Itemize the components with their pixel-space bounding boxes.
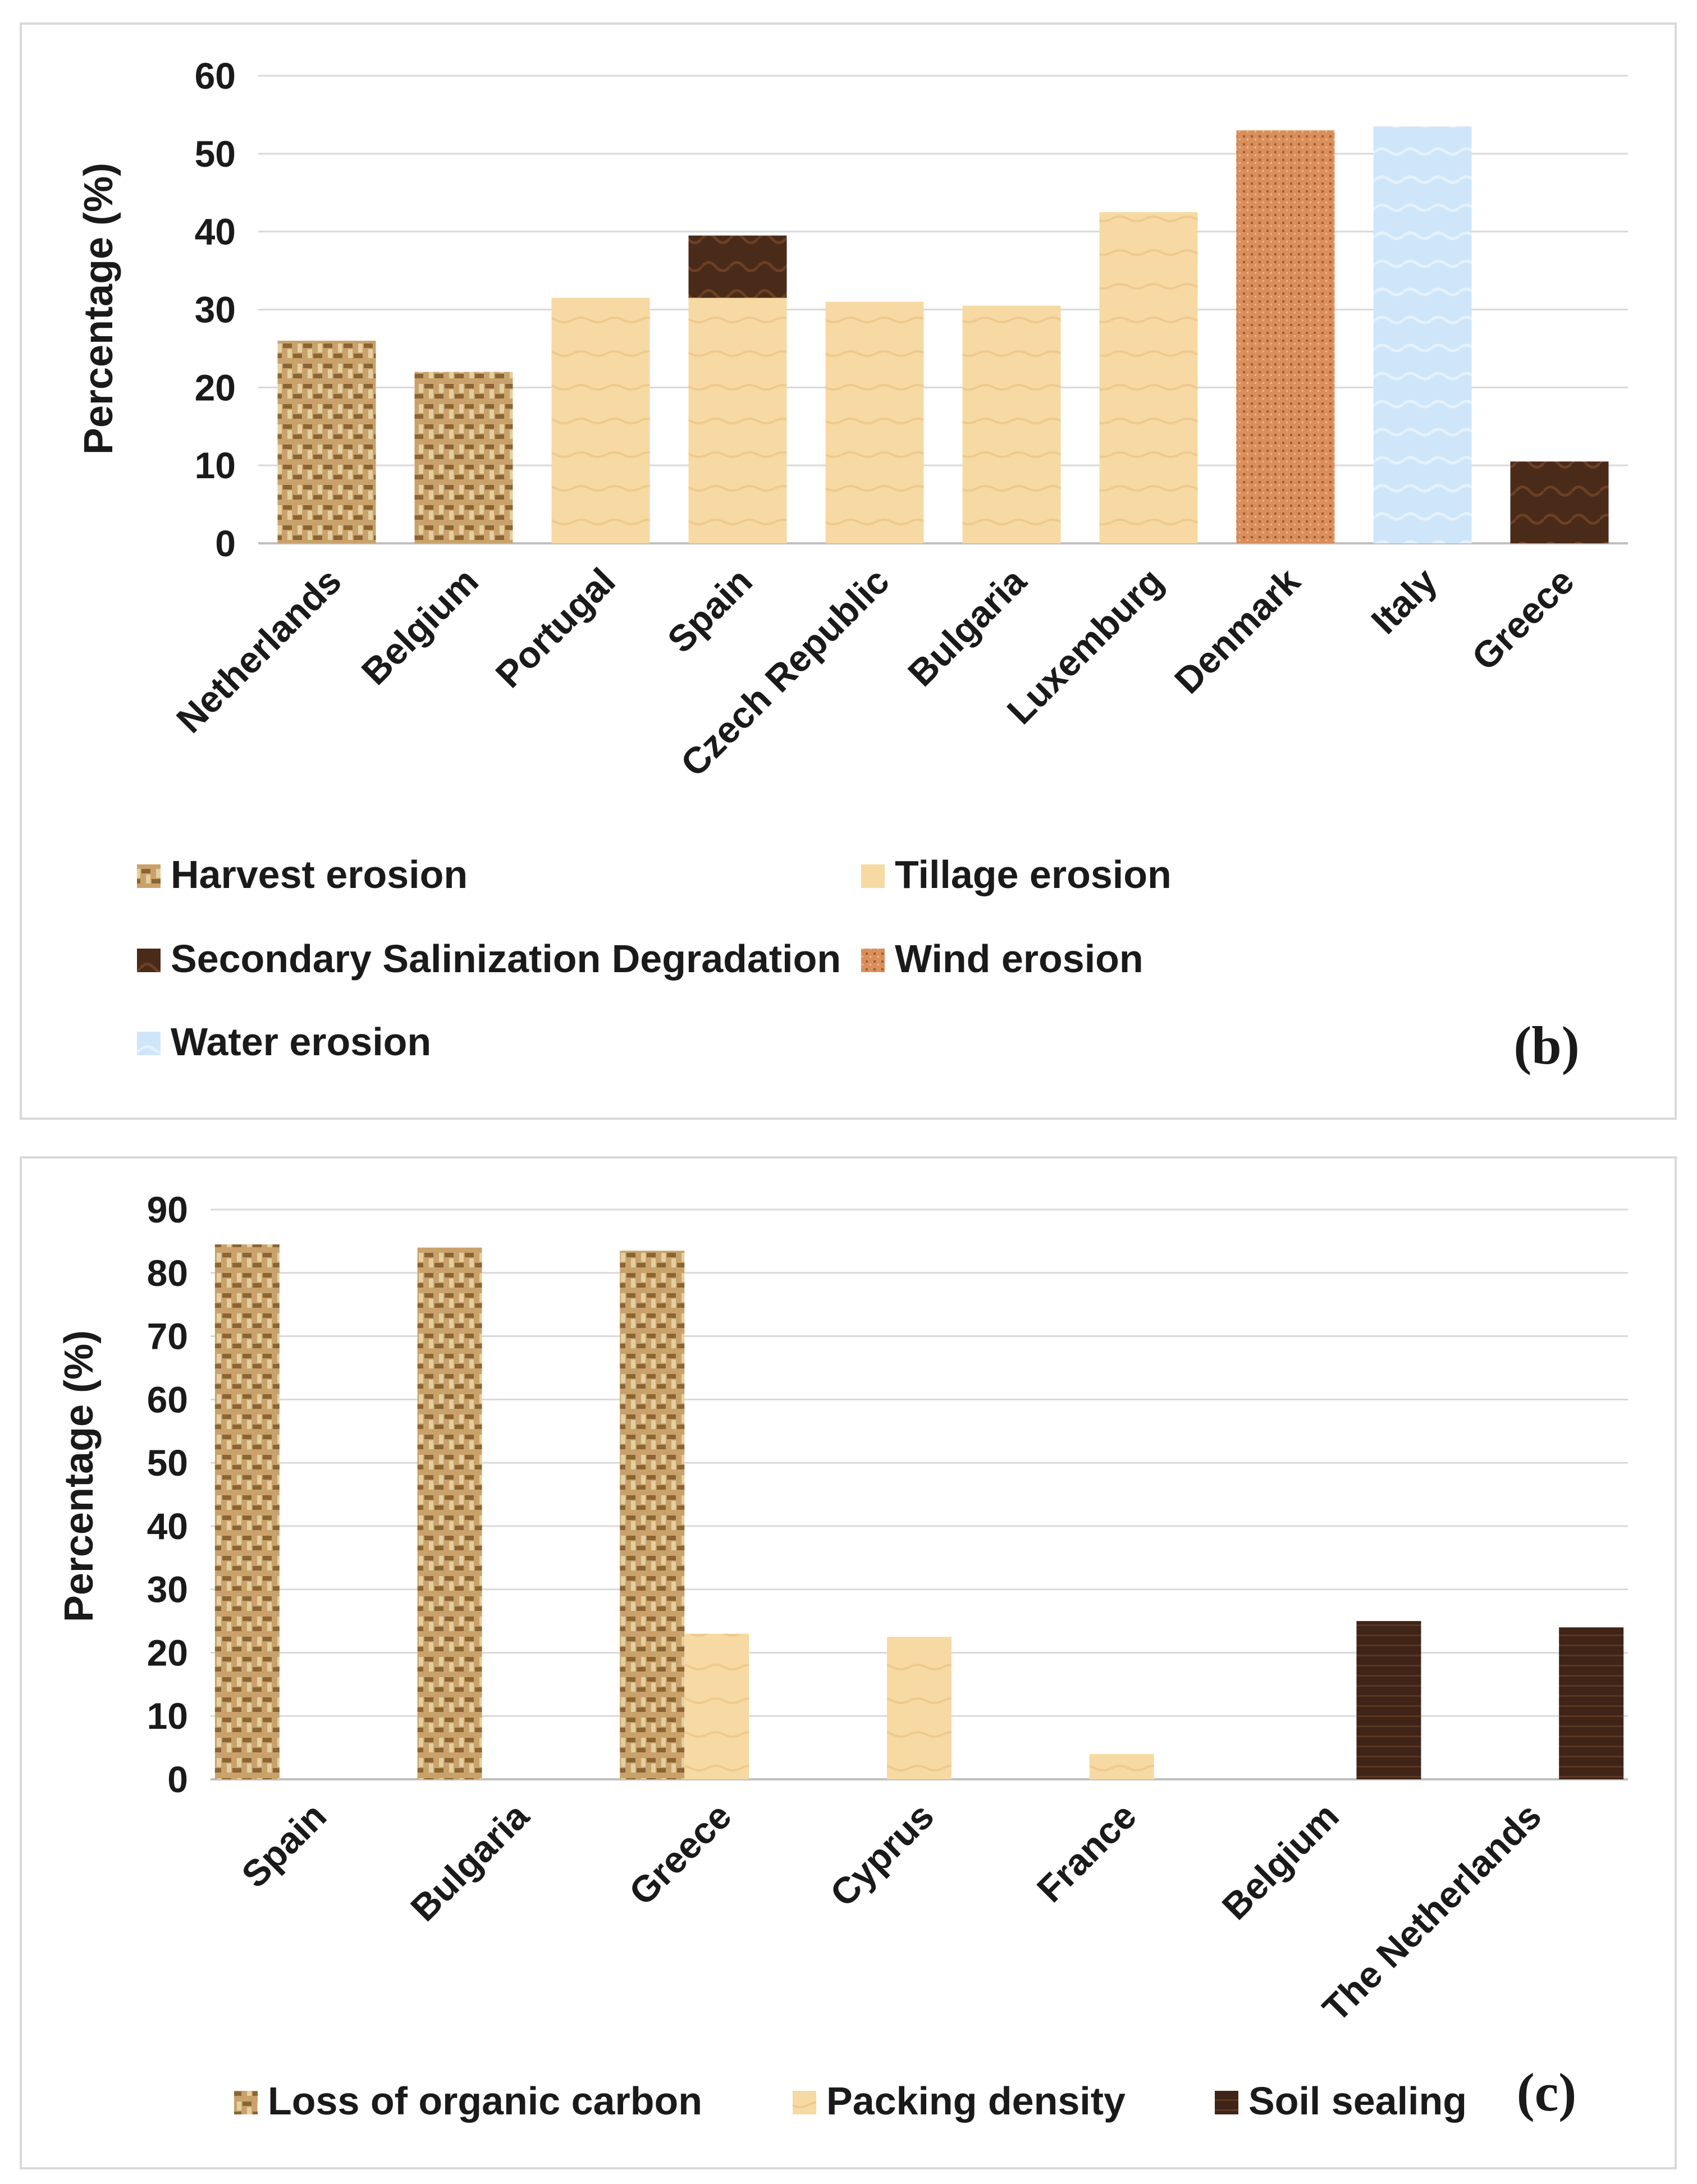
- legend-swatch-water: [137, 1032, 161, 1055]
- y-tick-label: 0: [167, 1759, 188, 1800]
- x-category-label: Spain: [234, 1795, 334, 1895]
- bar-salinization: [688, 235, 787, 298]
- bar-harvest: [277, 341, 376, 543]
- x-category-label: Spain: [660, 560, 760, 661]
- x-category-label: Greece: [621, 1795, 739, 1913]
- panel-label: (c): [1517, 2062, 1577, 2122]
- bar-sealing: [1356, 1621, 1421, 1779]
- x-category-label: Belgium: [1214, 1795, 1346, 1927]
- y-tick-label: 20: [195, 367, 236, 408]
- x-category-label: Italy: [1363, 560, 1445, 642]
- x-category-label: Portugal: [487, 560, 623, 696]
- y-tick-label: 10: [147, 1695, 188, 1737]
- legend-label: Soil sealing: [1248, 2079, 1467, 2123]
- x-category-label: Bulgaria: [900, 560, 1035, 694]
- legend-label: Secondary Salinization Degradation: [171, 937, 841, 981]
- legend-swatch-organic: [234, 2091, 258, 2114]
- y-tick-label: 40: [147, 1505, 188, 1547]
- chart-b: 0 10 20 30 40 50 60 Percentage (%) Netherlands Be…: [76, 55, 1628, 1075]
- legend-label: Loss of organic carbon: [268, 2079, 702, 2123]
- bar-tillage: [1099, 212, 1198, 543]
- y-axis-title: Percentage (%): [76, 163, 121, 455]
- legend-label: Wind erosion: [895, 937, 1143, 981]
- bar-harvest: [414, 372, 513, 543]
- x-category-label: Greece: [1463, 560, 1582, 679]
- bar-wind: [1236, 130, 1335, 543]
- bar-organic: [214, 1244, 280, 1779]
- bar-tillage: [825, 301, 924, 543]
- x-category-label: Denmark: [1167, 560, 1308, 701]
- y-tick-label: 50: [147, 1442, 188, 1484]
- bar-organic: [620, 1251, 685, 1779]
- bar-sealing: [1559, 1627, 1624, 1779]
- x-category-label: Cyprus: [822, 1795, 941, 1915]
- y-tick-label: 60: [147, 1379, 188, 1420]
- y-tick-label: 50: [195, 133, 236, 175]
- bar-tillage: [688, 297, 787, 543]
- chart-c: 0 10 20 30 40 50 60 70 80 90 Percentage (%) Spain Bu…: [57, 1189, 1628, 2123]
- x-category-label: The Netherlands: [1315, 1795, 1549, 2030]
- bar-packing: [1089, 1753, 1154, 1779]
- legend-swatch-sealing: [1215, 2091, 1238, 2114]
- y-tick-label: 30: [195, 289, 236, 331]
- y-axis-title: Percentage (%): [57, 1330, 102, 1622]
- legend-label: Harvest erosion: [171, 853, 468, 896]
- legend-swatch-packing: [793, 2091, 816, 2114]
- x-category-label: Belgium: [353, 560, 486, 693]
- x-category-label: France: [1029, 1795, 1144, 1910]
- bar-tillage: [962, 305, 1061, 543]
- legend-swatch-wind: [861, 949, 885, 972]
- y-tick-label: 60: [195, 55, 236, 97]
- y-tick-label: 80: [147, 1252, 188, 1294]
- y-tick-label: 20: [147, 1632, 188, 1673]
- panel-label: (b): [1513, 1015, 1579, 1075]
- legend-swatch-salinization: [137, 949, 161, 972]
- y-tick-label: 0: [215, 523, 236, 564]
- legend-label: Tillage erosion: [895, 853, 1172, 896]
- bar-tillage: [551, 297, 650, 543]
- y-tick-label: 40: [195, 211, 236, 253]
- bar-packing: [887, 1637, 952, 1779]
- y-tick-label: 70: [147, 1316, 188, 1357]
- bar-water: [1373, 126, 1472, 543]
- bar-packing: [684, 1633, 749, 1779]
- bar-organic: [417, 1247, 482, 1779]
- legend-label: Packing density: [826, 2079, 1126, 2123]
- legend-swatch-tillage: [861, 864, 885, 888]
- legend-swatch-harvest: [137, 864, 161, 888]
- y-tick-label: 10: [195, 445, 236, 486]
- y-tick-label: 30: [147, 1569, 188, 1610]
- y-tick-label: 90: [147, 1189, 188, 1230]
- x-category-label: Netherlands: [168, 560, 349, 741]
- x-category-label: Bulgaria: [402, 1794, 537, 1929]
- bar-salinization: [1510, 461, 1609, 543]
- legend-label: Water erosion: [171, 1020, 431, 1064]
